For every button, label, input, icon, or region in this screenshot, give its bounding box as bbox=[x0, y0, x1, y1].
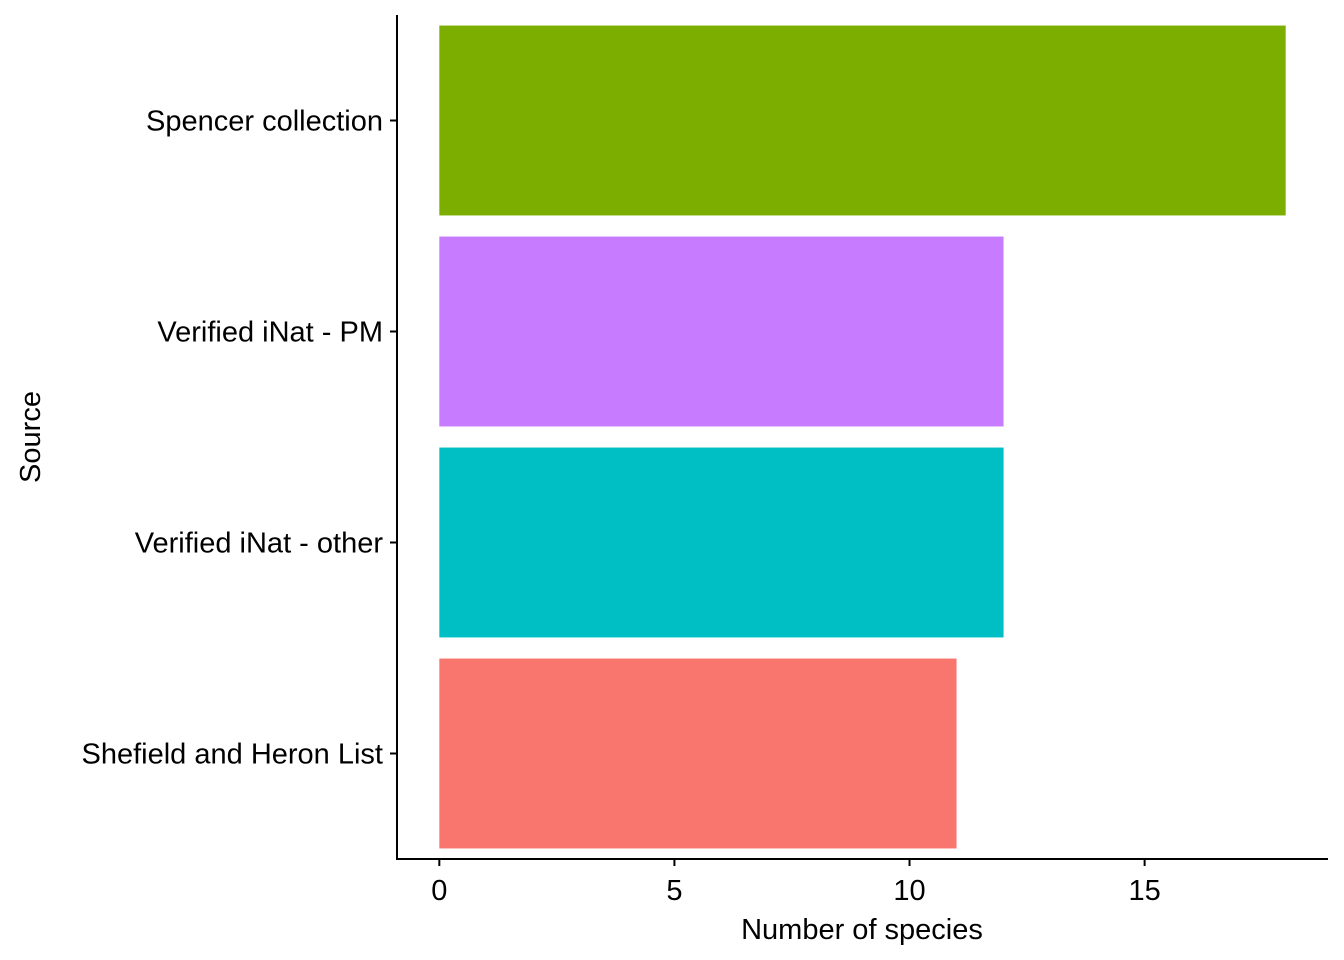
x-ticks-group: 0 5 10 15 bbox=[431, 859, 1161, 907]
y-tick-label: Verified iNat - PM bbox=[157, 317, 383, 349]
x-tick-label: 0 bbox=[431, 875, 447, 907]
y-tick-label: Verified iNat - other bbox=[135, 528, 384, 560]
bar-verified-inat-other bbox=[439, 447, 1004, 638]
y-tick-label: Spencer collection bbox=[146, 106, 383, 138]
y-axis-title: Source bbox=[15, 391, 47, 483]
bars-group bbox=[439, 25, 1286, 849]
y-ticks-group: Spencer collection Verified iNat - PM Veri… bbox=[82, 106, 397, 771]
x-tick-label: 10 bbox=[893, 875, 925, 907]
bar-shefield-and-heron-list bbox=[439, 658, 957, 849]
bar-spencer-collection bbox=[439, 25, 1286, 216]
x-axis-title: Number of species bbox=[741, 914, 983, 946]
x-tick-label: 15 bbox=[1128, 875, 1160, 907]
bar-verified-inat-pm bbox=[439, 236, 1004, 427]
x-tick-label: 5 bbox=[666, 875, 682, 907]
y-tick-label: Shefield and Heron List bbox=[82, 739, 383, 771]
